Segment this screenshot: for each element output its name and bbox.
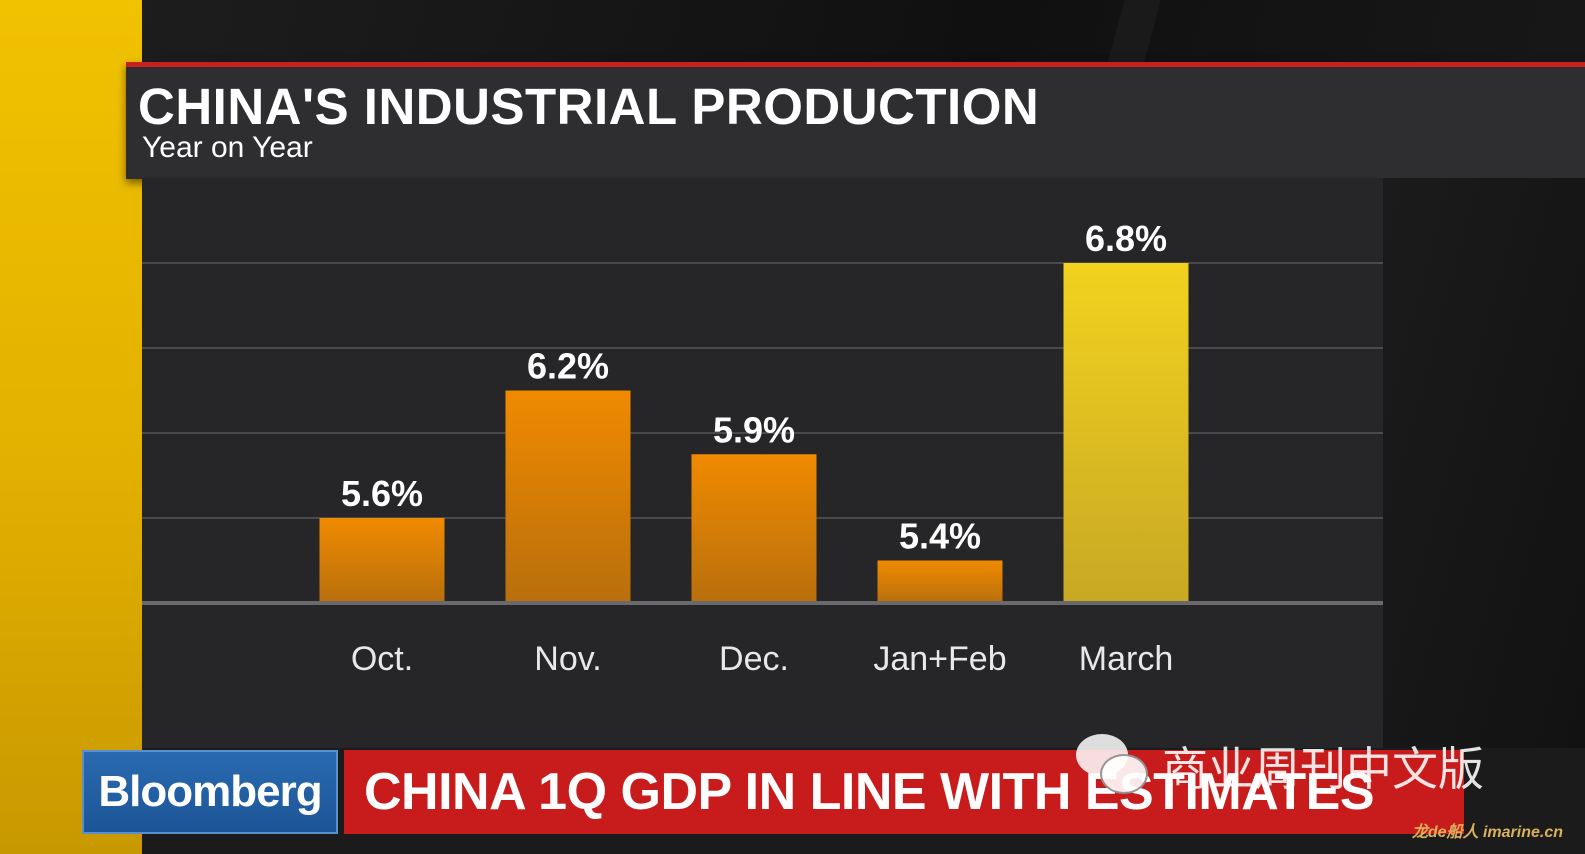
category-label: March: [1079, 640, 1173, 678]
brand-name: Bloomberg: [98, 767, 322, 816]
chart-header: CHINA'S INDUSTRIAL PRODUCTION Year on Ye…: [126, 62, 1585, 179]
bar-nov: [505, 390, 631, 603]
bar-value-label: 6.2%: [527, 346, 609, 387]
headline-text: CHINA 1Q GDP IN LINE WITH ESTIMATES: [364, 763, 1375, 821]
bar-value-label: 6.8%: [1085, 218, 1167, 259]
bloomberg-logo: Bloomberg: [82, 750, 338, 834]
watermark: 商业周刊中文版: [1076, 734, 1484, 798]
yellow-side-band: [0, 0, 142, 854]
chart-subtitle: Year on Year: [142, 131, 313, 164]
category-label: Nov.: [534, 640, 601, 678]
corner-watermark: 龙de船人 imarine.cn: [1411, 824, 1563, 841]
category-label: Jan+Feb: [873, 640, 1006, 678]
chart-title: CHINA'S INDUSTRIAL PRODUCTION: [138, 78, 1040, 135]
category-label: Dec.: [719, 640, 789, 678]
wechat-icon: [1076, 734, 1150, 798]
plot-area: 5.6% Oct. 6.2% Nov. 5.9% Dec. 5.4% Jan+Feb 6.8% M…: [142, 178, 1383, 748]
bar-value-label: 5.6%: [341, 473, 423, 514]
bar-dec: [691, 454, 817, 603]
bar-value-label: 5.4%: [899, 516, 981, 557]
watermark-text: 商业周刊中文版: [1162, 742, 1484, 796]
bar-chart: 5.6% Oct. 6.2% Nov. 5.9% Dec. 5.4% Jan+Feb 6.8% M…: [142, 218, 1383, 678]
bar-march: [1063, 263, 1189, 603]
category-label: Oct.: [351, 640, 413, 678]
bar-jan-feb: [877, 560, 1003, 603]
bar-value-label: 5.9%: [713, 409, 795, 450]
bar-oct: [319, 518, 445, 603]
background-right-panel: [1383, 178, 1585, 748]
headline-banner: CHINA 1Q GDP IN LINE WITH ESTIMATES: [344, 750, 1464, 834]
